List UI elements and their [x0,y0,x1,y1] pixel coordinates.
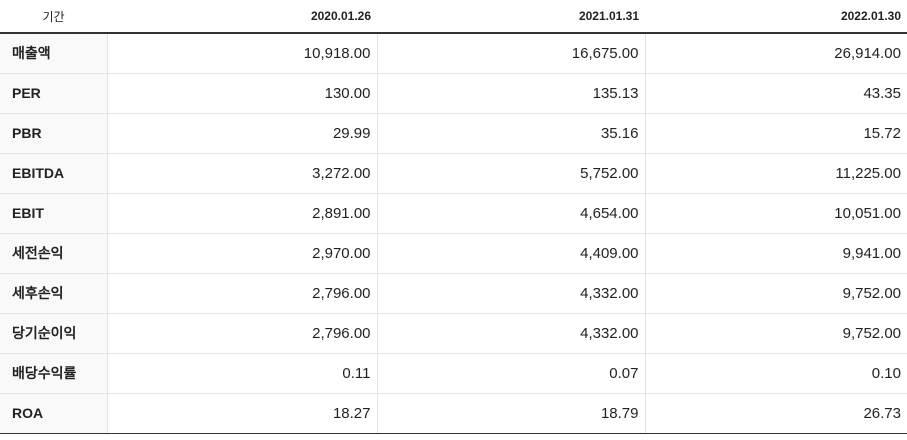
period-header-2021: 2021.01.31 [377,0,645,34]
row-value: 2,891.00 [106,193,377,234]
row-label: ROA [0,393,107,434]
row-value: 29.99 [106,113,377,154]
row-value: 26,914.00 [644,33,907,74]
table-row: 매출액 10,918.00 16,675.00 26,914.00 [0,33,907,74]
row-value: 5,752.00 [376,153,645,194]
row-value: 4,332.00 [376,313,645,354]
period-label-header: 기간 [0,0,107,34]
row-value: 4,654.00 [376,193,645,234]
row-value: 9,752.00 [644,313,907,354]
row-value: 11,225.00 [644,153,907,194]
row-value: 2,970.00 [106,232,377,274]
row-value: 9,752.00 [644,273,907,314]
row-value: 0.07 [376,353,645,394]
row-label: PBR [0,113,107,154]
header-row: 기간 2020.01.26 2021.01.31 2022.01.30 [0,0,907,34]
row-value: 4,332.00 [376,273,645,314]
row-value: 0.10 [644,353,907,394]
row-value: 18.79 [376,393,645,434]
row-label: EBIT [0,193,107,234]
table-row: 세전손익 2,970.00 4,409.00 9,941.00 [0,232,907,274]
row-value: 26.73 [644,393,907,434]
row-value: 10,918.00 [106,33,377,74]
row-value: 9,941.00 [644,232,907,274]
row-label: 당기순이익 [0,313,107,354]
table-row: PER 130.00 135.13 43.35 [0,73,907,114]
row-value: 3,272.00 [106,153,377,194]
row-label: 매출액 [0,33,107,74]
table-header: 기간 2020.01.26 2021.01.31 2022.01.30 [0,0,907,34]
row-value: 43.35 [644,73,907,114]
row-label: PER [0,73,107,114]
row-value: 0.11 [106,353,377,394]
table-row: 당기순이익 2,796.00 4,332.00 9,752.00 [0,313,907,354]
table-body: 매출액 10,918.00 16,675.00 26,914.00 PER 13… [0,33,907,434]
table-row: EBIT 2,891.00 4,654.00 10,051.00 [0,193,907,234]
row-value: 2,796.00 [106,273,377,314]
table-row: 배당수익률 0.11 0.07 0.10 [0,353,907,394]
table-row: 세후손익 2,796.00 4,332.00 9,752.00 [0,273,907,314]
row-value: 35.16 [376,113,645,154]
table-row: PBR 29.99 35.16 15.72 [0,113,907,154]
period-header-2022: 2022.01.30 [645,0,907,34]
row-label: 세전손익 [0,232,107,274]
table-row: EBITDA 3,272.00 5,752.00 11,225.00 [0,153,907,194]
row-value: 18.27 [106,393,377,434]
period-header-2020: 2020.01.26 [107,0,377,34]
row-value: 130.00 [106,73,377,114]
row-value: 16,675.00 [376,33,645,74]
row-value: 135.13 [376,73,645,114]
row-value: 10,051.00 [644,193,907,234]
table-row: ROA 18.27 18.79 26.73 [0,393,907,434]
row-label: EBITDA [0,153,107,194]
row-value: 15.72 [644,113,907,154]
row-label: 세후손익 [0,273,107,314]
row-label: 배당수익률 [0,353,107,394]
row-value: 4,409.00 [376,232,645,274]
row-value: 2,796.00 [106,313,377,354]
